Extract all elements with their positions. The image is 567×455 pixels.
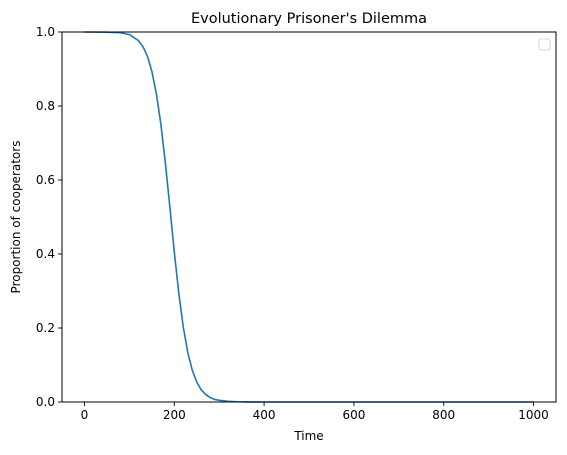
x-tick-label: 0 xyxy=(81,408,89,422)
chart-title: Evolutionary Prisoner's Dilemma xyxy=(191,11,427,27)
x-tick-label: 600 xyxy=(342,408,365,422)
x-tick-label: 800 xyxy=(432,408,455,422)
x-tick-label: 1000 xyxy=(518,408,549,422)
legend-box xyxy=(538,38,551,51)
y-tick-label: 0.2 xyxy=(36,321,55,335)
y-ticks: 0.0 0.2 0.4 0.6 0.8 1.0 xyxy=(36,25,62,409)
x-ticks: 0 200 400 600 800 1000 xyxy=(81,402,549,422)
plot-frame xyxy=(61,31,557,403)
x-tick-label: 200 xyxy=(163,408,186,422)
y-tick-label: 1.0 xyxy=(36,25,55,39)
y-axis-label: Proportion of cooperators xyxy=(9,141,23,294)
plot-area xyxy=(62,32,556,402)
y-tick-label: 0.6 xyxy=(36,173,55,187)
y-tick-label: 0.4 xyxy=(36,247,55,261)
y-tick-label: 0.8 xyxy=(36,99,55,113)
x-tick-label: 400 xyxy=(253,408,276,422)
y-tick-label: 0.0 xyxy=(36,395,55,409)
x-axis-label: Time xyxy=(293,429,323,443)
